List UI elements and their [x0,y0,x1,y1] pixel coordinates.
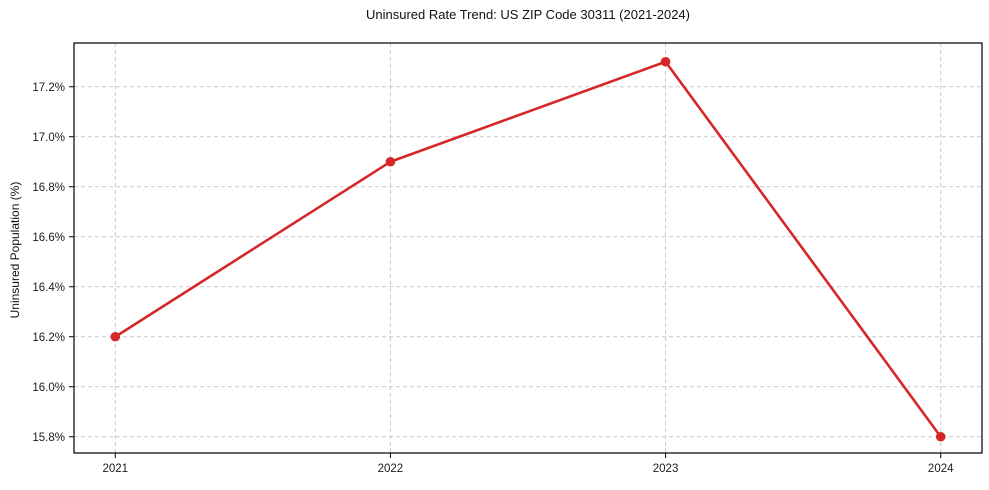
data-point-marker [385,156,396,167]
y-tick-label: 16.0% [32,382,65,394]
y-tick-label: 16.2% [32,332,65,344]
y-tick-label: 17.0% [32,132,65,144]
data-point-marker [660,56,671,67]
plot-box [73,42,983,454]
gridlines [74,43,982,453]
data-line [113,60,943,439]
y-tick-label: 16.6% [32,232,65,244]
data-point-marker [110,331,121,342]
x-tick-label: 2022 [378,463,404,475]
data-point-marker [935,431,946,442]
y-tick-label: 15.8% [32,432,65,444]
x-tick-label: 2024 [928,463,954,475]
x-tick-label: 2021 [102,463,128,475]
x-tick-label: 2023 [653,463,679,475]
tick-labels: 2021 2022 2023 2024 15.8% 16.0% 16.2% 16.4% 16.6… [32,82,954,475]
y-tick-label: 16.4% [32,282,65,294]
tick-marks [69,86,942,458]
chart-title: Uninsured Rate Trend: US ZIP Code 30311 … [366,7,690,22]
y-tick-label: 17.2% [32,82,65,94]
y-tick-label: 16.8% [32,182,65,194]
